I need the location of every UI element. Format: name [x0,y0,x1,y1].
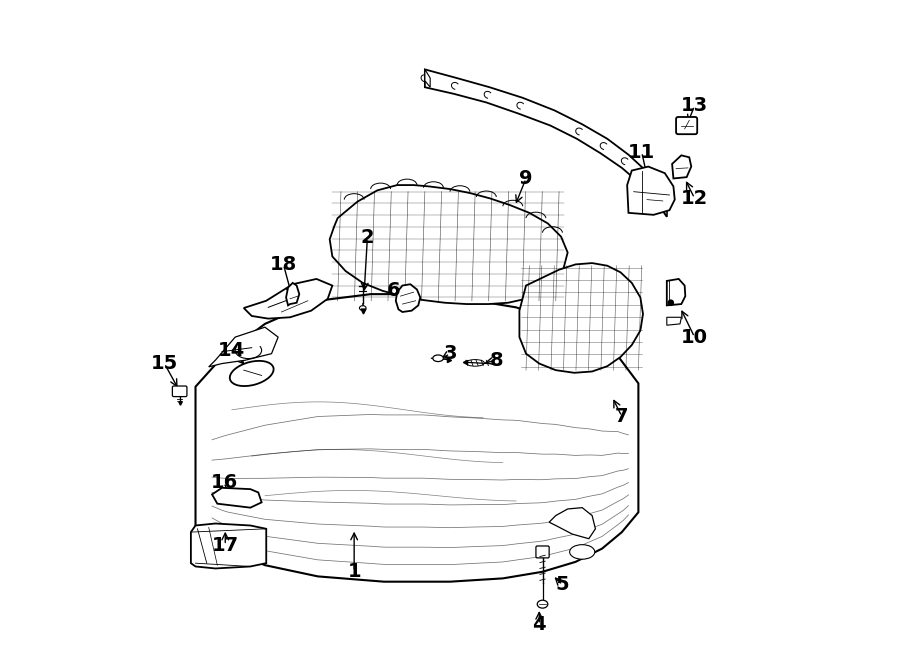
FancyBboxPatch shape [536,546,549,558]
Text: 7: 7 [615,407,628,426]
Ellipse shape [570,545,595,559]
Polygon shape [244,279,332,319]
Text: 11: 11 [628,143,655,161]
Ellipse shape [359,305,366,310]
Text: 12: 12 [681,189,708,208]
Polygon shape [425,69,667,217]
Polygon shape [209,327,278,367]
Text: 14: 14 [218,341,246,360]
Polygon shape [627,167,675,215]
Polygon shape [672,155,691,178]
Text: 8: 8 [490,351,503,369]
Polygon shape [329,185,568,304]
Text: 17: 17 [212,536,239,555]
Text: 6: 6 [387,282,400,300]
Polygon shape [658,186,667,217]
Polygon shape [191,524,266,568]
FancyBboxPatch shape [676,117,698,134]
Ellipse shape [433,355,444,362]
Text: 16: 16 [211,473,238,492]
FancyBboxPatch shape [173,386,187,397]
Text: 2: 2 [361,229,374,247]
Polygon shape [667,279,685,305]
Polygon shape [396,284,420,312]
Polygon shape [212,488,262,508]
Text: 1: 1 [347,563,361,581]
Text: 18: 18 [270,255,297,274]
Text: 9: 9 [519,169,533,188]
Polygon shape [425,69,430,87]
Polygon shape [519,263,643,373]
Polygon shape [549,508,596,539]
Ellipse shape [537,600,548,608]
Text: 15: 15 [151,354,178,373]
Text: 10: 10 [681,328,708,346]
Ellipse shape [230,361,274,386]
Circle shape [668,300,673,305]
Text: 3: 3 [443,344,456,363]
Polygon shape [667,317,681,325]
Polygon shape [286,283,300,305]
Polygon shape [195,294,638,582]
Text: 13: 13 [681,97,708,115]
Text: 4: 4 [533,615,546,634]
Text: 5: 5 [555,576,569,594]
